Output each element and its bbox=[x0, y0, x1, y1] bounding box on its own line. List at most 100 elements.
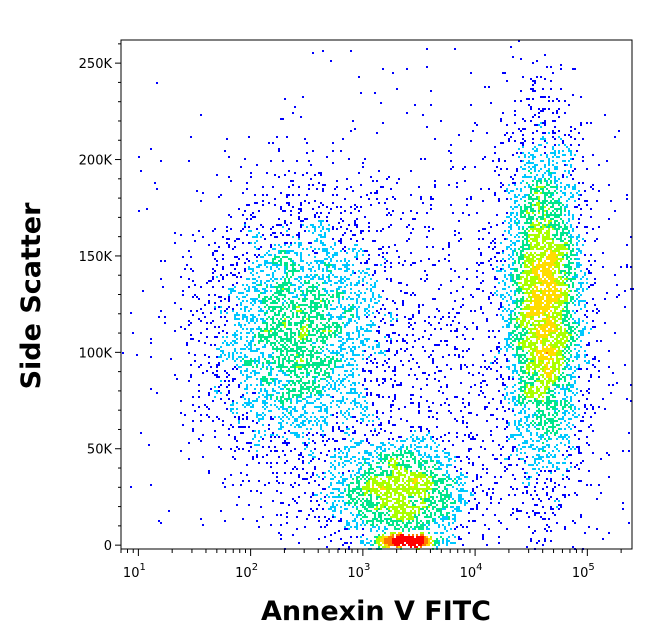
event-dot bbox=[280, 514, 282, 516]
event-dot bbox=[238, 238, 240, 240]
event-dot bbox=[362, 270, 364, 272]
event-dot bbox=[328, 388, 330, 390]
event-dot bbox=[550, 274, 552, 276]
event-dot bbox=[574, 312, 576, 314]
event-dot bbox=[384, 350, 386, 352]
event-dot bbox=[386, 214, 388, 216]
event-dot bbox=[542, 340, 544, 342]
event-dot bbox=[588, 260, 590, 262]
event-dot bbox=[264, 402, 266, 404]
event-dot bbox=[594, 356, 596, 358]
event-dot bbox=[562, 270, 564, 272]
event-dot bbox=[276, 236, 278, 238]
event-dot bbox=[208, 356, 210, 358]
event-dot bbox=[320, 316, 322, 318]
event-dot bbox=[292, 366, 294, 368]
event-dot bbox=[536, 242, 538, 244]
event-dot bbox=[522, 258, 524, 260]
event-dot bbox=[510, 454, 512, 456]
event-dot bbox=[254, 392, 256, 394]
event-dot bbox=[340, 402, 342, 404]
event-dot bbox=[546, 326, 548, 328]
event-dot bbox=[282, 308, 284, 310]
event-dot bbox=[280, 260, 282, 262]
event-dot bbox=[514, 222, 516, 224]
event-dot bbox=[574, 184, 576, 186]
event-dot bbox=[418, 312, 420, 314]
event-dot bbox=[240, 332, 242, 334]
event-dot bbox=[544, 280, 546, 282]
event-dot bbox=[276, 346, 278, 348]
event-dot bbox=[266, 326, 268, 328]
event-dot bbox=[378, 296, 380, 298]
event-dot bbox=[338, 326, 340, 328]
event-dot bbox=[552, 318, 554, 320]
event-dot bbox=[400, 472, 402, 474]
event-dot bbox=[270, 434, 272, 436]
event-dot bbox=[268, 332, 270, 334]
event-dot bbox=[530, 260, 532, 262]
event-dot bbox=[514, 446, 516, 448]
event-dot bbox=[340, 336, 342, 338]
event-dot bbox=[358, 394, 360, 396]
event-dot bbox=[190, 364, 192, 366]
event-dot bbox=[508, 222, 510, 224]
event-dot bbox=[574, 304, 576, 306]
event-dot bbox=[244, 356, 246, 358]
event-dot bbox=[554, 236, 556, 238]
event-dot bbox=[288, 388, 290, 390]
event-dot bbox=[386, 208, 388, 210]
event-dot bbox=[528, 104, 530, 106]
event-dot bbox=[570, 326, 572, 328]
event-dot bbox=[230, 424, 232, 426]
event-dot bbox=[248, 242, 250, 244]
event-dot bbox=[282, 354, 284, 356]
event-dot bbox=[284, 398, 286, 400]
event-dot bbox=[522, 302, 524, 304]
event-dot bbox=[508, 344, 510, 346]
event-dot bbox=[552, 274, 554, 276]
event-dot bbox=[534, 192, 536, 194]
event-dot bbox=[540, 328, 542, 330]
event-dot bbox=[354, 432, 356, 434]
event-dot bbox=[578, 144, 580, 146]
event-dot bbox=[362, 298, 364, 300]
event-dot bbox=[522, 196, 524, 198]
event-dot bbox=[552, 464, 554, 466]
event-dot bbox=[302, 424, 304, 426]
event-dot bbox=[394, 394, 396, 396]
event-dot bbox=[516, 212, 518, 214]
event-dot bbox=[548, 254, 550, 256]
event-dot bbox=[386, 260, 388, 262]
event-dot bbox=[350, 364, 352, 366]
event-dot bbox=[246, 300, 248, 302]
event-dot bbox=[516, 290, 518, 292]
event-dot bbox=[390, 378, 392, 380]
event-dot bbox=[530, 286, 532, 288]
event-dot bbox=[576, 252, 578, 254]
event-dot bbox=[334, 360, 336, 362]
event-dot bbox=[322, 440, 324, 442]
event-dot bbox=[572, 194, 574, 196]
event-dot bbox=[342, 296, 344, 298]
event-dot bbox=[336, 322, 338, 324]
event-dot bbox=[378, 330, 380, 332]
event-dot bbox=[520, 420, 522, 422]
event-dot bbox=[264, 238, 266, 240]
event-dot bbox=[246, 378, 248, 380]
event-dot bbox=[214, 396, 216, 398]
event-dot bbox=[348, 296, 350, 298]
event-dot bbox=[354, 292, 356, 294]
event-dot bbox=[302, 310, 304, 312]
event-dot bbox=[532, 148, 534, 150]
event-dot bbox=[356, 226, 358, 228]
event-dot bbox=[340, 392, 342, 394]
event-dot bbox=[494, 170, 496, 172]
event-dot bbox=[536, 512, 538, 514]
event-dot bbox=[292, 396, 294, 398]
event-dot bbox=[564, 284, 566, 286]
event-dot bbox=[324, 358, 326, 360]
event-dot bbox=[266, 274, 268, 276]
event-dot bbox=[240, 372, 242, 374]
event-dot bbox=[356, 444, 358, 446]
